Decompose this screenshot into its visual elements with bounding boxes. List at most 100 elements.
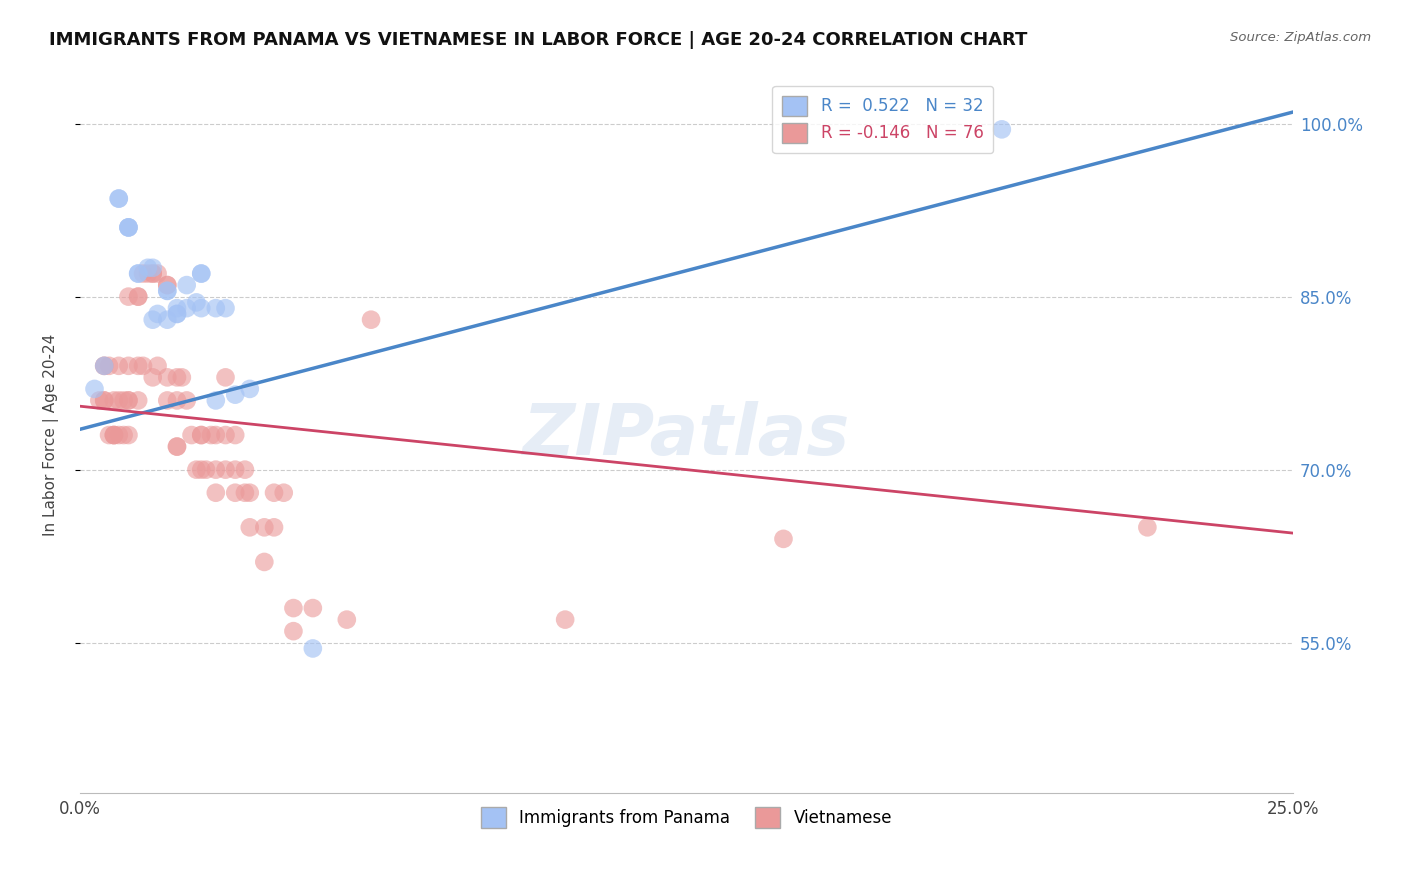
Point (190, 301, 212, 315)
Point (127, 267, 149, 281)
Point (190, 267, 212, 281)
Point (1136, 520, 1159, 534)
Point (146, 359, 169, 373)
Point (273, 485, 295, 500)
Point (186, 463, 208, 477)
Point (136, 267, 159, 281)
Point (107, 359, 129, 373)
Point (204, 485, 226, 500)
Point (146, 307, 169, 321)
Point (112, 393, 135, 408)
Point (156, 278, 179, 293)
Point (166, 440, 188, 454)
Point (107, 393, 129, 408)
Point (103, 428, 125, 442)
Point (112, 428, 135, 442)
Point (93, 359, 115, 373)
Point (127, 290, 149, 304)
Point (190, 463, 212, 477)
Point (107, 428, 129, 442)
Point (166, 393, 188, 408)
Point (224, 428, 246, 442)
Point (89, 393, 111, 408)
Point (224, 387, 246, 401)
Text: Source: ZipAtlas.com: Source: ZipAtlas.com (1230, 31, 1371, 45)
Point (127, 290, 149, 304)
Point (156, 278, 179, 293)
Point (103, 428, 125, 442)
Point (132, 359, 155, 373)
Point (176, 278, 198, 293)
Point (117, 393, 139, 408)
Point (204, 463, 226, 477)
Point (127, 359, 149, 373)
Point (253, 555, 276, 569)
Point (166, 301, 188, 315)
Point (83, 382, 105, 396)
Point (180, 428, 202, 442)
Point (136, 260, 159, 275)
Legend: Immigrants from Panama, Vietnamese: Immigrants from Panama, Vietnamese (474, 801, 898, 834)
Point (204, 393, 226, 408)
Point (142, 370, 165, 384)
Y-axis label: In Labor Force | Age 20-24: In Labor Force | Age 20-24 (44, 334, 59, 536)
Point (142, 260, 165, 275)
Point (991, 122, 1014, 136)
Point (107, 192, 129, 206)
Text: ZIPatlas: ZIPatlas (523, 401, 851, 469)
Point (239, 485, 262, 500)
Point (117, 428, 139, 442)
Point (103, 393, 125, 408)
Point (156, 284, 179, 298)
Point (233, 485, 256, 500)
Point (117, 393, 139, 408)
Point (117, 220, 139, 235)
Point (156, 393, 179, 408)
Point (224, 463, 246, 477)
Point (190, 428, 212, 442)
Point (93, 393, 115, 408)
Point (166, 370, 188, 384)
Point (156, 312, 179, 326)
Point (214, 301, 236, 315)
Point (146, 267, 169, 281)
Point (107, 192, 129, 206)
Point (233, 463, 256, 477)
Point (302, 641, 325, 656)
Text: IMMIGRANTS FROM PANAMA VS VIETNAMESE IN LABOR FORCE | AGE 20-24 CORRELATION CHAR: IMMIGRANTS FROM PANAMA VS VIETNAMESE IN … (49, 31, 1028, 49)
Point (214, 370, 236, 384)
Point (93, 359, 115, 373)
Point (176, 301, 198, 315)
Point (142, 312, 165, 326)
Point (117, 359, 139, 373)
Point (263, 485, 285, 500)
Point (336, 613, 359, 627)
Point (117, 290, 139, 304)
Point (302, 601, 325, 615)
Point (204, 428, 226, 442)
Point (103, 428, 125, 442)
Point (263, 520, 285, 534)
Point (224, 485, 246, 500)
Point (117, 220, 139, 235)
Point (156, 370, 179, 384)
Point (166, 440, 188, 454)
Point (283, 624, 305, 639)
Point (93, 393, 115, 408)
Point (204, 301, 226, 315)
Point (166, 307, 188, 321)
Point (132, 267, 155, 281)
Point (253, 520, 276, 534)
Point (93, 359, 115, 373)
Point (195, 463, 218, 477)
Point (127, 393, 149, 408)
Point (156, 284, 179, 298)
Point (142, 267, 165, 281)
Point (186, 295, 208, 310)
Point (98, 428, 121, 442)
Point (772, 532, 794, 546)
Point (214, 428, 236, 442)
Point (170, 370, 193, 384)
Point (166, 307, 188, 321)
Point (283, 601, 305, 615)
